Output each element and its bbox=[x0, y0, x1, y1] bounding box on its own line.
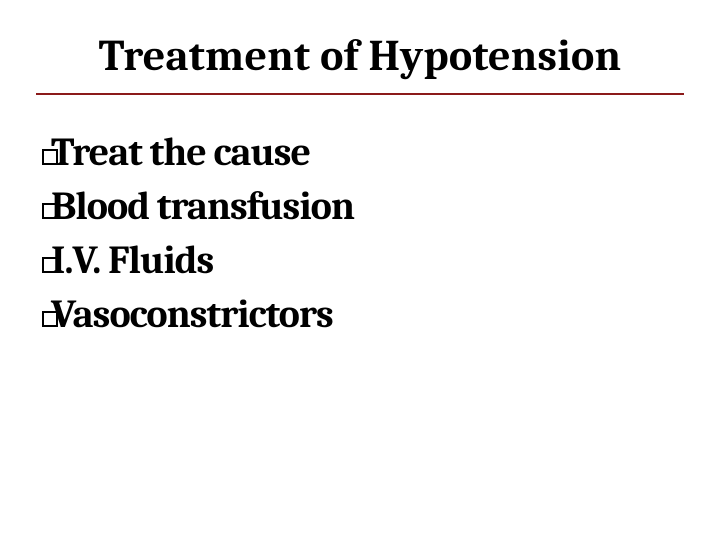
list-item: Blood transfusion bbox=[42, 179, 682, 233]
slide-content: Treat the cause Blood transfusion I.V. F… bbox=[36, 95, 684, 341]
list-item: Vasoconstrictors bbox=[42, 287, 682, 341]
square-bullet-icon bbox=[42, 311, 58, 327]
list-item-text: I.V. Fluids bbox=[51, 233, 682, 287]
list-item-text: Treat the cause bbox=[51, 125, 682, 179]
square-bullet-icon bbox=[42, 203, 58, 219]
slide-title: Treatment of Hypotension bbox=[36, 30, 684, 91]
slide: Treatment of Hypotension Treat the cause… bbox=[0, 0, 720, 540]
list-item: Treat the cause bbox=[42, 125, 682, 179]
list-item-text: Vasoconstrictors bbox=[51, 287, 682, 341]
list-item-text: Blood transfusion bbox=[51, 179, 682, 233]
square-bullet-icon bbox=[42, 257, 58, 273]
list-item: I.V. Fluids bbox=[42, 233, 682, 287]
square-bullet-icon bbox=[42, 149, 58, 165]
